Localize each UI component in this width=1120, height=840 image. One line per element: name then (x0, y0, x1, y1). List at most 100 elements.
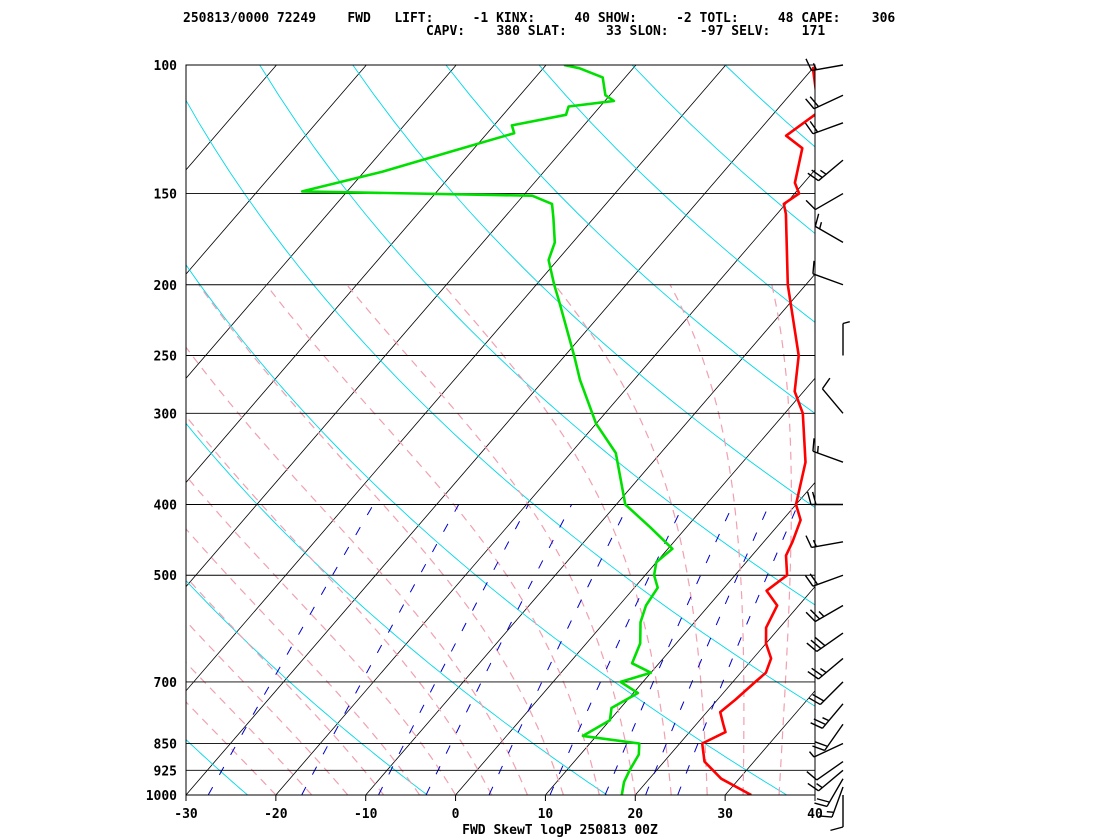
temperature-tick-label: 10 (538, 807, 554, 822)
barb-staff (816, 761, 844, 781)
pressure-tick-label: 250 (154, 349, 178, 364)
isotherm (634, 586, 815, 795)
moist-adiabat (186, 661, 313, 795)
barb-flag (814, 802, 828, 808)
barb-flag (812, 745, 825, 752)
barb-flag (830, 826, 844, 832)
barb-flag (812, 260, 815, 274)
barb-flag (816, 783, 823, 789)
temperature-tick-label: 40 (807, 807, 823, 822)
wind-barb (806, 761, 844, 781)
barb-flag (821, 377, 831, 390)
barb-flag (805, 58, 813, 71)
dry-adiabat (186, 99, 815, 707)
temperature-tick-label: -10 (354, 807, 378, 822)
pressure-tick-label: 200 (154, 279, 178, 294)
moist-adiabat (186, 474, 457, 795)
barb-staff (818, 159, 844, 182)
isotherm (814, 794, 815, 795)
pressure-tick-label: 1000 (146, 789, 177, 804)
barb-flag (807, 670, 819, 680)
barb-flag (826, 811, 834, 814)
barb-flag (815, 741, 828, 748)
wind-barb (812, 438, 844, 463)
wind-barb (805, 94, 844, 110)
moist-adiabat (186, 415, 493, 795)
barb-flag (811, 667, 823, 677)
wind-barb (842, 321, 850, 356)
wind-barb (808, 742, 844, 758)
barb-staff (814, 604, 844, 623)
moist-adiabat (186, 346, 529, 795)
wind-barb (807, 159, 844, 182)
wind-barb (808, 681, 844, 706)
dry-adiabat (631, 65, 815, 235)
barb-flag (807, 172, 819, 182)
mixing-ratio-line (645, 504, 770, 795)
pressure-tick-label: 400 (154, 499, 178, 514)
temperature-tick-label: -30 (174, 807, 198, 822)
barb-flag (805, 199, 816, 211)
barb-staff (813, 94, 844, 110)
wind-barb (806, 491, 843, 506)
wind-barb (807, 769, 844, 792)
isotherm (186, 65, 727, 692)
barb-flag (818, 221, 823, 230)
barb-flag (822, 717, 830, 722)
isotherm (275, 169, 815, 795)
temperature-tick-label: 0 (452, 807, 460, 822)
isotherm (0, 65, 97, 795)
moist-adiabat (442, 284, 672, 795)
barb-staff (814, 225, 844, 244)
barb-flag (811, 169, 823, 179)
barb-flag (820, 169, 827, 175)
mixing-ratio-line (677, 504, 799, 795)
barb-staff (826, 778, 844, 807)
barb-staff (818, 657, 844, 680)
isotherm (186, 65, 457, 379)
barb-flag (807, 782, 819, 792)
barb-staff (821, 703, 844, 729)
barb-flag (806, 491, 812, 505)
barb-staff (816, 632, 844, 652)
pressure-tick-label: 925 (154, 764, 177, 779)
dry-adiabat (186, 579, 429, 795)
sounding-profiles (300, 65, 815, 795)
barb-flag (820, 667, 827, 674)
isotherm (365, 273, 815, 795)
moist-adiabat (186, 528, 421, 795)
barb-flag (805, 535, 813, 548)
barb-flag (808, 751, 815, 758)
barb-flag (814, 636, 826, 647)
dry-adiabat (186, 264, 788, 795)
wind-barb (805, 604, 844, 623)
wind-barb (806, 632, 844, 652)
temperature-line (700, 66, 815, 795)
plot-frame (185, 64, 816, 796)
dry-adiabat (0, 65, 84, 811)
barb-flag (811, 491, 817, 505)
barb-flag (806, 771, 818, 781)
barb-flag (813, 718, 826, 726)
moist-adiabat (198, 284, 564, 795)
barb-flag (810, 639, 822, 650)
isotherm (455, 377, 815, 795)
isotherm (724, 690, 815, 795)
wind-barb (804, 120, 844, 135)
barb-flag (809, 573, 819, 585)
barb-staff (813, 742, 844, 758)
wind-barb (807, 657, 844, 680)
wind-barb (830, 795, 844, 832)
barb-flag (806, 642, 818, 652)
isotherm (186, 65, 367, 275)
isotherm (186, 65, 277, 171)
wind-barb (812, 260, 844, 286)
isotherm (186, 65, 815, 795)
moist-adiabat (346, 284, 636, 795)
pressure-tick-label: 500 (154, 569, 178, 584)
mixing-ratio-line (207, 504, 374, 795)
pressure-tick-label: 300 (154, 407, 178, 422)
dewpoint-line (300, 65, 674, 795)
